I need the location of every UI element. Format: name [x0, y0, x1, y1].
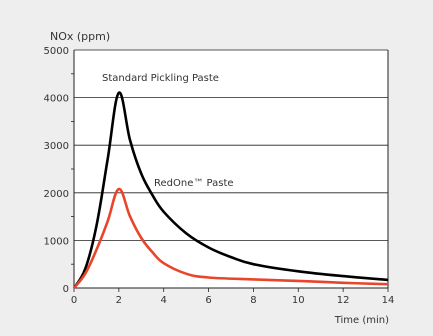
y-tick-label: 4000	[44, 94, 69, 105]
x-tick-label: 10	[292, 295, 305, 306]
x-axis-label: Time (min)	[334, 315, 389, 326]
grid-lines	[74, 49, 388, 241]
y-tick-label: 1000	[44, 236, 69, 247]
axes	[71, 50, 389, 292]
x-tick-label: 6	[205, 295, 211, 306]
x-tick-label: 8	[250, 295, 256, 306]
series	[72, 91, 389, 289]
series-line-standard-pickling-paste	[72, 91, 389, 289]
y-tick-label: 5000	[44, 46, 69, 57]
y-axis-label: NOx (ppm)	[50, 30, 110, 43]
y-tick-label: 0	[63, 284, 69, 295]
x-tick-label: 4	[161, 295, 167, 306]
annotation-redone-paste: RedOne™ Paste	[154, 178, 234, 189]
plot-area	[74, 50, 388, 288]
x-tick-label: 2	[116, 295, 122, 306]
y-tick-label: 3000	[44, 141, 69, 152]
annotation-standard-pickling-paste: Standard Pickling Paste	[102, 73, 219, 84]
x-tick-label: 0	[71, 295, 77, 306]
x-tick-label: 14	[382, 295, 395, 306]
labels: NOx (ppm) Time (min) 0 1000 2000 3000 4000 50…	[44, 30, 395, 326]
series-line-redone-paste	[72, 187, 389, 289]
y-tick-label: 2000	[44, 189, 69, 200]
x-tick-label: 12	[337, 295, 350, 306]
